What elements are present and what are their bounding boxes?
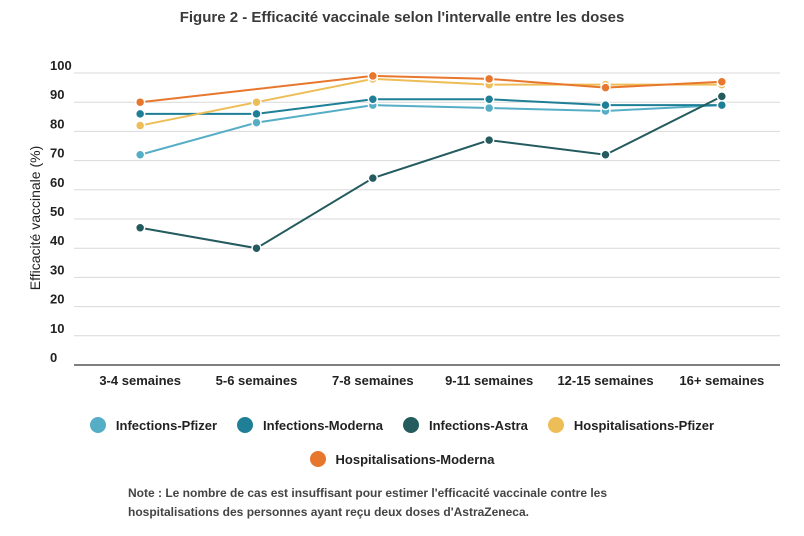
legend-item-hospitalisations-moderna: Hospitalisations-Moderna [309,451,495,467]
series-hospitalisations-moderna [134,70,728,108]
legend-label: Infections-Astra [428,417,528,433]
y-tick-label: 50 [50,204,64,219]
data-point [134,120,146,131]
legend-swatch [237,417,254,433]
data-point [600,99,611,111]
line-chart: 0 10 20 30 40 50 60 70 80 90 100 3-4 semaines 5-6 s… [27,58,780,388]
data-point [134,108,146,120]
x-tick-label: 9-11 semaines [445,373,533,388]
data-point [367,70,379,82]
legend-item-infections-astra: Infections-Astra [402,417,528,433]
legend-swatch [402,417,419,433]
data-point [483,102,495,114]
data-point [251,108,262,120]
y-tick-label: 10 [50,321,64,336]
legend-row-1: Infections-Pfizer Infections-Moderna Inf… [0,412,804,438]
x-tick-label: 5-6 semaines [216,373,298,388]
legend-swatch [89,417,106,433]
data-point [134,96,146,108]
legend: Infections-Pfizer Infections-Moderna Inf… [0,412,804,480]
series-line [139,77,722,127]
chart-title: Figure 2 - Efficacité vaccinale selon l'… [179,9,625,26]
data-point [367,172,379,184]
series-line [140,74,722,104]
y-tick-label: 20 [50,292,64,307]
series-line [140,98,722,115]
data-point [600,82,611,93]
data-point [716,99,728,111]
legend-swatch [309,451,326,467]
x-axis-ticks: 3-4 semaines 5-6 semaines 7-8 semaines 9-11… [99,373,764,388]
y-axis-label: Efficacité vaccinale (%) [27,146,43,290]
data-point [251,117,262,128]
y-tick-label: 80 [50,116,64,131]
y-tick-label: 70 [50,146,64,161]
data-point [134,149,146,161]
y-tick-label: 40 [50,233,64,248]
series-infections-moderna [134,94,728,120]
data-point [483,73,495,85]
series-line [139,104,722,156]
series-lines [134,70,728,254]
legend-label: Infections-Moderna [263,417,383,433]
x-tick-label: 7-8 semaines [332,373,414,388]
data-point [716,91,728,102]
legend-item-infections-moderna: Infections-Moderna [237,417,383,433]
data-point [600,149,611,161]
data-point [483,134,495,146]
series-line [139,95,723,250]
data-point [251,96,262,108]
chart-note: Note : Le nombre de cas est insuffisant … [128,486,608,519]
data-point [716,76,728,88]
y-tick-label: 100 [50,58,72,73]
y-tick-label: 90 [50,87,64,102]
data-point [483,94,495,105]
legend-swatch [547,417,564,433]
series-infections-astra [134,91,728,254]
legend-label: Hospitalisations-Pfizer [573,417,715,433]
x-tick-label: 16+ semaines [679,373,764,388]
y-axis-ticks: 0 10 20 30 40 50 60 70 80 90 100 [50,58,72,365]
legend-item-infections-pfizer: Infections-Pfizer [89,417,218,433]
legend-label: Hospitalisations-Moderna [335,451,495,467]
x-tick-label: 3-4 semaines [99,373,181,388]
data-point [134,222,146,234]
data-point [367,94,379,105]
legend-item-hospitalisations-pfizer: Hospitalisations-Pfizer [547,417,715,433]
x-tick-label: 12-15 semaines [557,373,653,388]
data-point [251,242,262,254]
y-tick-label: 0 [50,350,57,365]
y-tick-label: 30 [50,262,64,277]
legend-label: Infections-Pfizer [115,417,218,433]
y-tick-label: 60 [50,175,64,190]
gridlines [74,72,780,366]
legend-row-2: Hospitalisations-Moderna [0,446,804,472]
